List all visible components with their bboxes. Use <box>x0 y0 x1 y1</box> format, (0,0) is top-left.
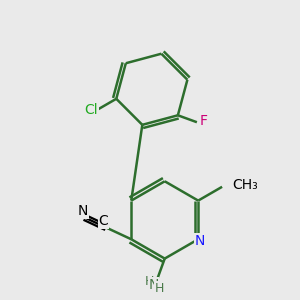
Text: F: F <box>200 115 208 128</box>
Text: C: C <box>98 214 108 228</box>
Text: CH₃: CH₃ <box>232 178 258 192</box>
Text: N: N <box>148 278 159 292</box>
Text: N: N <box>195 234 205 248</box>
Text: N: N <box>77 204 88 218</box>
Text: H: H <box>145 275 154 288</box>
Text: Cl: Cl <box>84 103 98 117</box>
Text: H: H <box>155 282 164 295</box>
